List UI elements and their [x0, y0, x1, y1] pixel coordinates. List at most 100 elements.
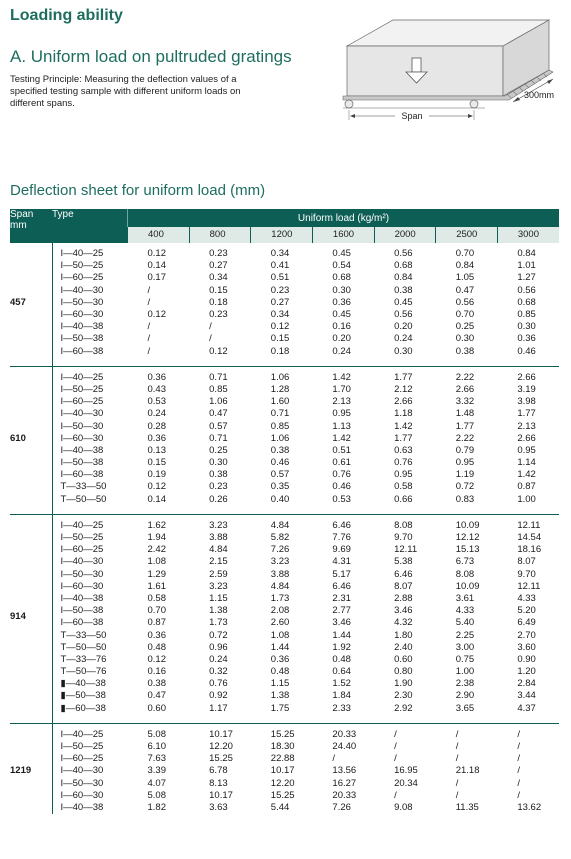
- deflection-value: /: [455, 741, 459, 753]
- deflection-value: 2.40: [394, 641, 413, 653]
- load-header-cell: 2500: [435, 227, 498, 243]
- deflection-value: 1.94: [147, 532, 167, 544]
- table-row: I—60—25 0.17 0.34 0.51 0.68 0.84 1.05 1.27: [10, 272, 559, 284]
- deflection-value: 0.76: [209, 678, 228, 690]
- deflection-value: 1.17: [209, 702, 228, 714]
- deflection-value: 7.76: [332, 532, 351, 544]
- spacer: [10, 514, 53, 520]
- deflection-value: 6.46: [394, 568, 413, 580]
- deflection-value: 1.44: [332, 629, 351, 641]
- deflection-value: 1.77: [455, 420, 475, 432]
- table-title: Deflection sheet for uniform load (mm): [10, 182, 266, 199]
- deflection-value: 12.11: [394, 544, 418, 556]
- deflection-value: 1.06: [209, 396, 228, 408]
- deflection-value: 0.84: [455, 260, 475, 272]
- type-cell: I—60—25: [60, 272, 104, 284]
- type-cell: I—60—38: [60, 469, 104, 481]
- deflection-value: /: [517, 753, 520, 765]
- deflection-value: 0.60: [394, 653, 413, 665]
- deflection-value: 12.11: [517, 580, 541, 592]
- deflection-value: 0.72: [209, 629, 228, 641]
- deflection-value: 12.20: [270, 777, 295, 789]
- deflection-value: 13.62: [517, 801, 542, 813]
- deflection-value: 0.57: [270, 469, 290, 481]
- table-row: ▮—50—38 0.47 0.92 1.38 1.84 2.30 2.90 3.44: [10, 690, 559, 702]
- deflection-value: 0.92: [209, 690, 228, 702]
- deflection-value: /: [394, 789, 397, 801]
- deflection-value: 0.24: [332, 345, 351, 357]
- deflection-value: 4.07: [147, 777, 167, 789]
- table-row: I—60—25 0.53 1.06 1.60 2.13 2.66 3.32 3.98: [10, 396, 559, 408]
- deflection-value: 6.46: [332, 580, 351, 592]
- deflection-value: 2.38: [455, 678, 475, 690]
- deflection-value: 0.20: [394, 321, 413, 333]
- deflection-value: 1.18: [394, 408, 413, 420]
- deflection-value: 4.31: [332, 556, 351, 568]
- deflection-value: 1.06: [270, 371, 290, 383]
- type-cell: I—60—30: [60, 580, 104, 592]
- deflection-value: 0.61: [332, 457, 351, 469]
- deflection-value: 0.48: [147, 641, 167, 653]
- deflection-value: 8.07: [517, 556, 536, 568]
- deflection-value: 2.77: [332, 605, 351, 617]
- deflection-value: 10.09: [455, 580, 480, 592]
- table-row: I—50—30 / 0.18 0.27 0.36 0.45 0.56 0.68: [10, 297, 559, 309]
- type-cell: I—60—30: [60, 309, 104, 321]
- deflection-value: /: [517, 777, 520, 789]
- deflection-value: 0.36: [147, 371, 167, 383]
- deflection-value: 0.53: [332, 493, 351, 505]
- span-value: 914: [10, 519, 53, 715]
- table-row: T—33—50 0.36 0.72 1.08 1.44 1.80 2.25 2.70: [10, 629, 559, 641]
- deflection-value: 3.19: [517, 383, 536, 395]
- table-row: T—33—76 0.12 0.24 0.36 0.48 0.60 0.75 0.90: [10, 654, 559, 666]
- table-row: I—50—38 0.15 0.30 0.46 0.61 0.76 0.95 1.14: [10, 457, 559, 469]
- deflection-value: 3.98: [517, 396, 536, 408]
- deflection-value: 0.76: [332, 469, 351, 481]
- deflection-value: 3.23: [209, 519, 228, 531]
- deflection-value: 5.08: [147, 728, 167, 740]
- deflection-value: 2.60: [270, 617, 290, 629]
- deflection-value: 0.34: [270, 248, 290, 260]
- deflection-value: 5.40: [455, 617, 475, 629]
- deflection-value: 0.13: [147, 444, 167, 456]
- deflection-value: 0.18: [270, 345, 290, 357]
- deflection-value: 24.40: [332, 741, 357, 753]
- deflection-value: 5.08: [147, 789, 167, 801]
- deflection-value: 0.19: [147, 469, 167, 481]
- deflection-value: 9.08: [394, 801, 413, 813]
- table-row: I—60—30 0.36 0.71 1.06 1.42 1.77 2.22 2.66: [10, 433, 559, 445]
- deflection-value: 9.70: [394, 532, 413, 544]
- deflection-value: /: [209, 333, 212, 345]
- deflection-value: 2.30: [394, 690, 413, 702]
- deflection-value: 2.22: [455, 432, 475, 444]
- deflection-value: 0.95: [394, 469, 413, 481]
- deflection-value: /: [147, 284, 151, 296]
- deflection-value: 4.84: [209, 544, 228, 556]
- deflection-value: 3.63: [209, 801, 228, 813]
- deflection-value: 0.23: [209, 481, 228, 493]
- deflection-value: 2.66: [394, 396, 413, 408]
- type-cell: I—40—30: [60, 284, 104, 296]
- table-row: 1219 I—40—25 5.08 10.17 15.25 20.33// /: [10, 728, 559, 815]
- deflection-value: 0.26: [209, 493, 228, 505]
- deflection-value: 0.46: [332, 481, 351, 493]
- deflection-value: 1.05: [455, 272, 475, 284]
- type-cell: I—50—30: [60, 296, 104, 308]
- deflection-value: 0.48: [332, 653, 351, 665]
- table-row: I—60—25 7.63 15.25 22.88 / / / /: [10, 753, 559, 765]
- deflection-value: 12.11: [517, 519, 541, 531]
- deflection-value: 18.16: [517, 544, 542, 556]
- deflection-value: /: [517, 741, 520, 753]
- deflection-value: 2.42: [147, 544, 167, 556]
- deflection-value: 0.58: [147, 592, 167, 604]
- table-row: I—50—25 6.10 12.20 18.30 24.40 / / /: [10, 741, 559, 753]
- deflection-value: 1.38: [270, 690, 290, 702]
- deflection-value: 1.75: [270, 702, 290, 714]
- deflection-value: 0.80: [394, 666, 413, 678]
- deflection-value: 5.44: [270, 801, 290, 813]
- deflection-value: /: [147, 296, 151, 308]
- deflection-value: 0.53: [147, 396, 167, 408]
- deflection-value: 0.30: [332, 284, 351, 296]
- type-cell: I—60—38: [60, 345, 104, 357]
- deflection-value: 18.30: [270, 741, 295, 753]
